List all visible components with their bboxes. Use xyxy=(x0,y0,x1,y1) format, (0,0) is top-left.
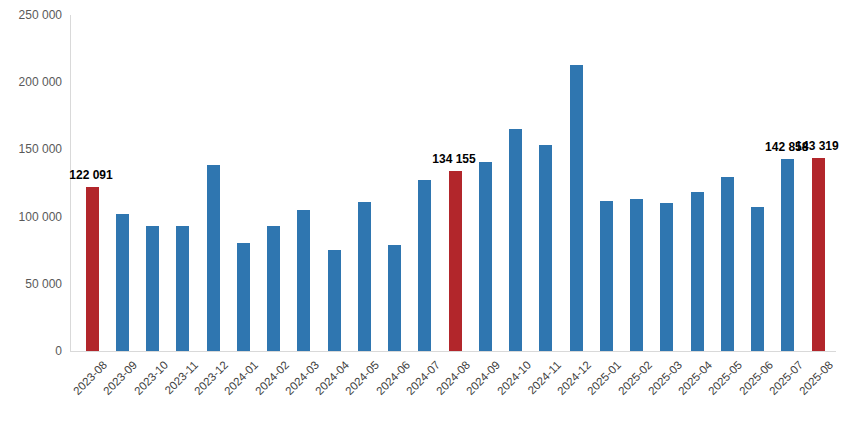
bar-2025-08 xyxy=(812,158,825,351)
bar-chart: 050 000100 000150 000200 000250 0002023-… xyxy=(0,0,850,426)
bar-2024-03 xyxy=(297,210,310,351)
bar-2024-06 xyxy=(388,245,401,351)
bar-2025-07 xyxy=(781,159,794,351)
y-axis-tick-label: 50 000 xyxy=(0,276,62,292)
bar-2025-06 xyxy=(751,207,764,351)
y-axis-tick-label: 0 xyxy=(0,343,62,359)
bar-value-label: 143 319 xyxy=(795,139,838,154)
bar-2023-10 xyxy=(146,226,159,351)
bar-2023-08 xyxy=(86,187,99,351)
bar-2025-02 xyxy=(630,199,643,351)
bar-2024-05 xyxy=(358,202,371,351)
y-axis-tick-label: 250 000 xyxy=(0,7,62,23)
bar-2025-04 xyxy=(691,192,704,351)
bar-2024-01 xyxy=(237,243,250,351)
bar-value-label: 134 155 xyxy=(432,152,475,167)
bar-2024-12 xyxy=(570,65,583,351)
y-axis-tick-label: 200 000 xyxy=(0,74,62,90)
bar-2025-05 xyxy=(721,177,734,351)
bar-2025-01 xyxy=(600,201,613,351)
bar-2024-07 xyxy=(418,180,431,351)
bar-2024-02 xyxy=(267,226,280,351)
y-axis-tick-label: 150 000 xyxy=(0,141,62,157)
bar-2024-04 xyxy=(328,250,341,351)
bar-2024-11 xyxy=(539,145,552,351)
bar-2024-09 xyxy=(479,162,492,351)
y-axis-tick-label: 100 000 xyxy=(0,209,62,225)
bar-2023-09 xyxy=(116,214,129,351)
plot-area xyxy=(70,15,836,352)
bar-2024-08 xyxy=(449,171,462,351)
bar-2023-12 xyxy=(207,165,220,351)
bar-value-label: 122 091 xyxy=(69,168,112,183)
bar-2024-10 xyxy=(509,129,522,351)
bar-2025-03 xyxy=(660,203,673,351)
bar-2023-11 xyxy=(176,226,189,351)
